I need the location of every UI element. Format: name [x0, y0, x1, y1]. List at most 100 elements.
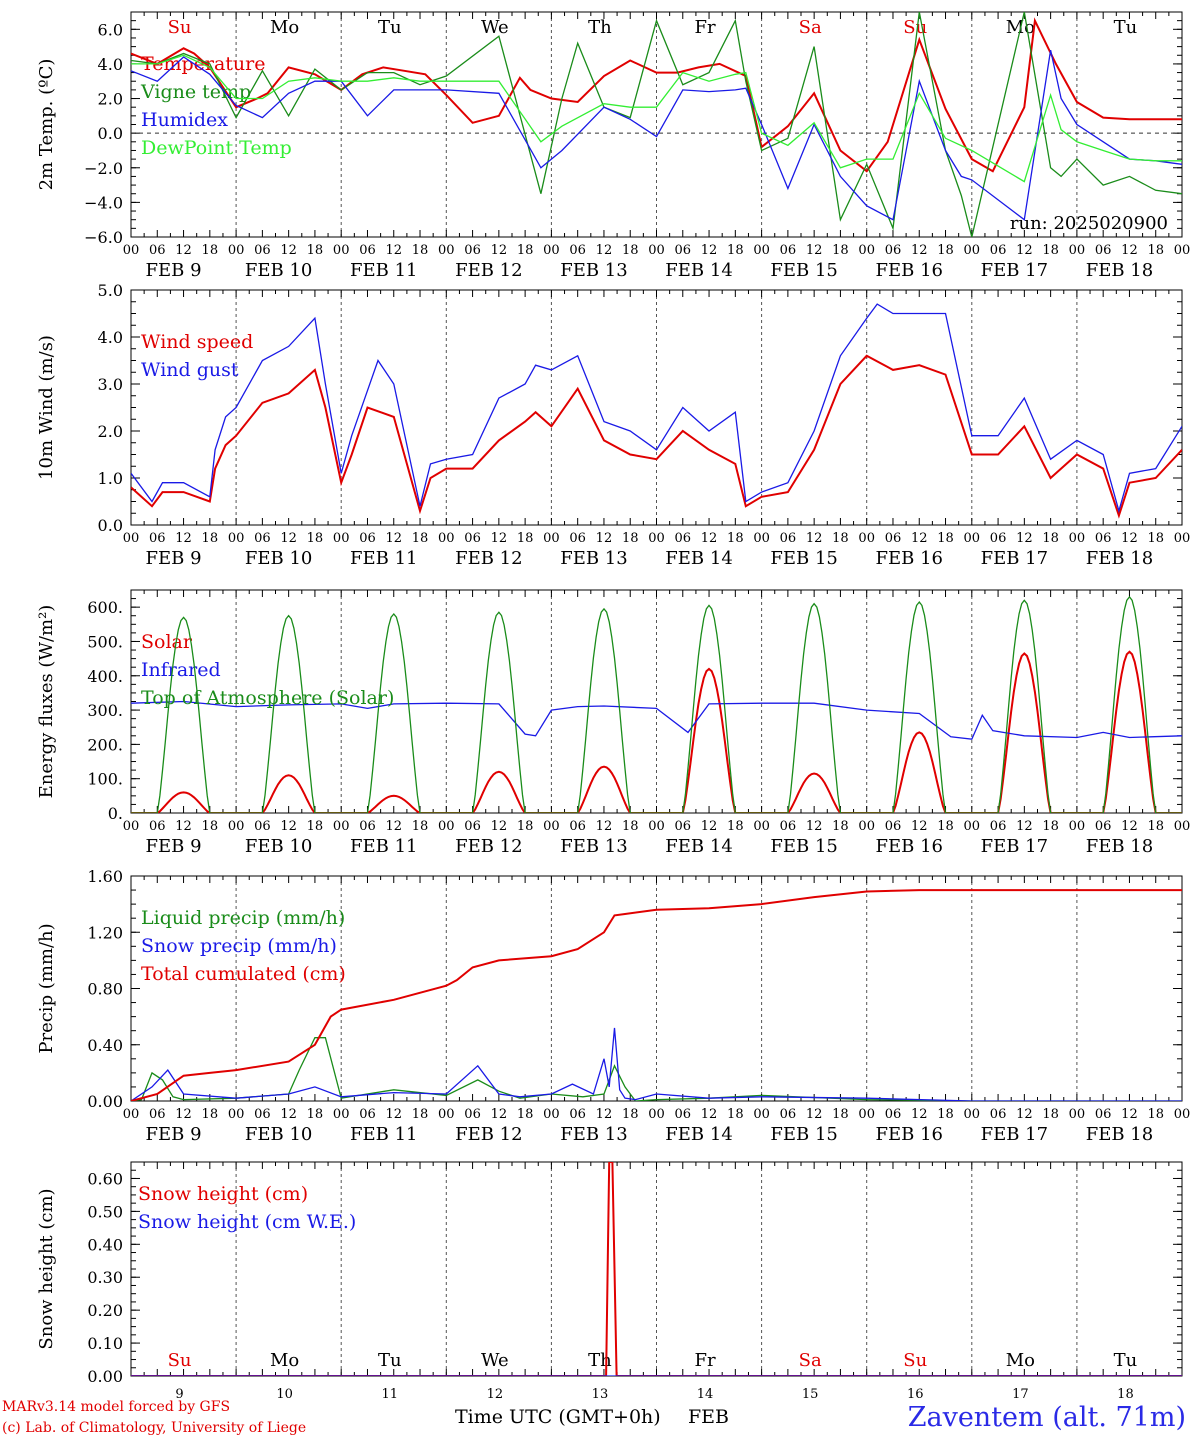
wind-hour-tick-label: 00: [753, 531, 770, 546]
energy-hour-tick-label: 12: [911, 819, 928, 834]
wind-hour-tick-label: 18: [832, 531, 849, 546]
energy-hour-tick-label: 00: [858, 819, 875, 834]
temperature-hour-tick-label: 18: [412, 243, 429, 258]
precip-y-tick-label: 1.60: [87, 867, 123, 886]
precip-hour-tick-label: 06: [359, 1107, 376, 1122]
energy-date-label: FEB 13: [560, 836, 627, 857]
precip-y-tick-label: 0.80: [87, 980, 123, 999]
temperature-date-label: FEB 9: [146, 260, 202, 281]
wind-hour-tick-label: 12: [1016, 531, 1033, 546]
wind-hour-tick-label: 12: [1121, 531, 1138, 546]
precip-hour-tick-label: 18: [832, 1107, 849, 1122]
wind-hour-tick-label: 18: [937, 531, 954, 546]
temperature-y-tick-label: −4.0: [84, 193, 123, 212]
temperature-y-axis-label: 2m Temp. (ºC): [36, 59, 57, 191]
precip-hour-tick-label: 12: [596, 1107, 613, 1122]
wind-y-tick-label: 5.0: [98, 281, 123, 300]
temperature-hour-tick-label: 00: [858, 243, 875, 258]
snow-day-number-label: 9: [175, 1387, 183, 1402]
precip-hour-tick-label: 06: [885, 1107, 902, 1122]
model-credit: MARv3.14 model forced by GFS: [2, 1399, 231, 1415]
wind-y-tick-label: 0.0: [98, 516, 123, 535]
wind-hour-tick-label: 06: [990, 531, 1007, 546]
energy-y-axis-label: Energy fluxes (W/m²): [36, 605, 57, 799]
temperature-hour-tick-label: 12: [701, 243, 718, 258]
wind-hour-tick-label: 18: [517, 531, 534, 546]
temperature-legend-entry: Vigne temp: [140, 81, 251, 103]
energy-legend-entry: Solar: [141, 631, 193, 653]
temperature-y-tick-label: −6.0: [84, 228, 123, 247]
precip-hour-tick-label: 06: [149, 1107, 166, 1122]
wind-hour-tick-label: 18: [727, 531, 744, 546]
energy-hour-tick-label: 00: [228, 819, 245, 834]
wind-date-label: FEB 13: [560, 548, 627, 569]
temperature-hour-tick-label: 12: [911, 243, 928, 258]
precip-hour-tick-label: 00: [228, 1107, 245, 1122]
snow-weekday-label: Mo: [270, 1350, 299, 1371]
precip-date-label: FEB 10: [245, 1124, 312, 1145]
lab-credit: (c) Lab. of Climatology, University of L…: [2, 1420, 307, 1436]
wind-hour-tick-label: 12: [280, 531, 297, 546]
snow-day-number-label: 17: [1012, 1387, 1029, 1402]
energy-hour-tick-label: 06: [885, 819, 902, 834]
precip-hour-tick-label: 12: [175, 1107, 192, 1122]
temperature-series-dewpoint-temp: [131, 54, 1182, 183]
wind-y-tick-label: 4.0: [98, 328, 123, 347]
temperature-hour-tick-label: 06: [149, 243, 166, 258]
wind-series-wind-gust: [131, 303, 1182, 514]
wind-hour-tick-label: 06: [464, 531, 481, 546]
energy-y-tick-label: 200.: [87, 735, 123, 754]
wind-hour-tick-label: 12: [175, 531, 192, 546]
wind-y-tick-label: 2.0: [98, 422, 123, 441]
wind-date-label: FEB 11: [350, 548, 417, 569]
wind-y-tick-label: 1.0: [98, 469, 123, 488]
snow-weekday-label: Fr: [695, 1350, 716, 1371]
energy-hour-tick-label: 00: [648, 819, 665, 834]
temperature-hour-tick-label: 00: [648, 243, 665, 258]
temperature-hour-tick-label: 18: [1147, 243, 1164, 258]
precip-hour-tick-label: 18: [1042, 1107, 1059, 1122]
precip-hour-tick-label: 00: [753, 1107, 770, 1122]
energy-hour-tick-label: 06: [359, 819, 376, 834]
precip-hour-tick-label: 00: [1174, 1107, 1191, 1122]
temperature-weekday-label: Sa: [799, 17, 822, 38]
temperature-hour-tick-label: 12: [280, 243, 297, 258]
temperature-y-tick-label: 6.0: [98, 20, 123, 39]
temperature-date-label: FEB 18: [1086, 260, 1153, 281]
temperature-hour-tick-label: 18: [202, 243, 219, 258]
energy-series-top-of-atmosphere-solar: [131, 595, 1182, 813]
temperature-legend-entry: Humidex: [141, 109, 228, 131]
energy-hour-tick-label: 06: [1095, 819, 1112, 834]
temperature-hour-tick-label: 18: [517, 243, 534, 258]
temperature-hour-tick-label: 00: [228, 243, 245, 258]
precip-hour-tick-label: 00: [964, 1107, 981, 1122]
precip-y-tick-label: 1.20: [87, 923, 123, 942]
snow-day-number-label: 14: [697, 1387, 714, 1402]
wind-hour-tick-label: 06: [254, 531, 271, 546]
energy-y-tick-label: 0.: [108, 804, 123, 823]
energy-y-tick-label: 300.: [87, 701, 123, 720]
wind-hour-tick-label: 00: [228, 531, 245, 546]
temperature-y-tick-label: 2.0: [98, 90, 123, 109]
snow-day-number-label: 13: [592, 1387, 609, 1402]
energy-date-label: FEB 12: [455, 836, 522, 857]
energy-hour-tick-label: 18: [307, 819, 324, 834]
energy-legend-entry: Top of Atmosphere (Solar): [141, 687, 394, 709]
wind-legend-entry: Wind gust: [141, 359, 239, 381]
precip-hour-tick-label: 12: [911, 1107, 928, 1122]
precip-hour-tick-label: 00: [438, 1107, 455, 1122]
energy-hour-tick-label: 00: [333, 819, 350, 834]
precip-hour-tick-label: 12: [1121, 1107, 1138, 1122]
snow-day-number-label: 16: [907, 1387, 924, 1402]
wind-hour-tick-label: 12: [701, 531, 718, 546]
temperature-hour-tick-label: 00: [438, 243, 455, 258]
precip-y-axis-label: Precip (mm/h): [36, 923, 57, 1053]
temperature-series-humidex: [131, 49, 1182, 221]
precip-date-label: FEB 13: [560, 1124, 627, 1145]
snow-weekday-label: We: [481, 1350, 509, 1371]
precip-date-label: FEB 18: [1086, 1124, 1153, 1145]
temperature-y-tick-label: −2.0: [84, 159, 123, 178]
precip-date-label: FEB 14: [665, 1124, 732, 1145]
wind-hour-tick-label: 12: [491, 531, 508, 546]
